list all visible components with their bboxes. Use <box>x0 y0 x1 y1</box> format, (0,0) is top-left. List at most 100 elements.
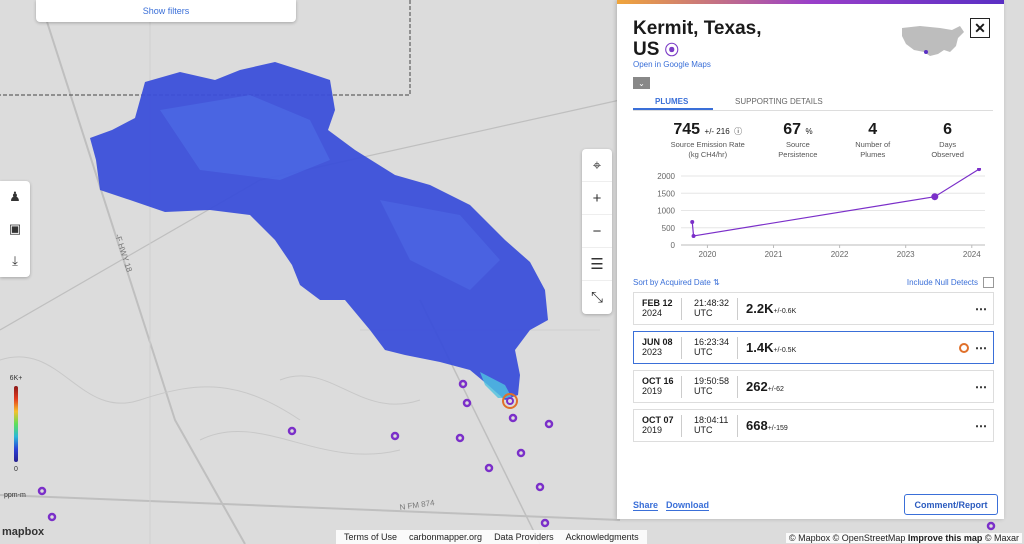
plume-value: 1.4K <box>746 340 774 355</box>
improve-map-link[interactable]: Improve this map <box>907 533 983 543</box>
chart-y-tick: 0 <box>671 241 676 250</box>
share-link[interactable]: Share <box>633 500 659 511</box>
legend-max: 6K+ <box>9 375 23 382</box>
locate-icon[interactable]: ⌖ <box>582 149 612 182</box>
source-marker[interactable] <box>535 482 545 492</box>
data-providers-link[interactable]: Data Providers <box>494 532 554 542</box>
left-toolbar: ♟ ▣ ⤓ <box>0 181 30 277</box>
plume-uncertainty: +/-0.5K <box>773 347 797 354</box>
stats-row: 745 +/- 216 ⓘ Source Emission Rate (kg C… <box>657 121 987 159</box>
plume-row[interactable]: OCT 16 2019 19:50:58 UTC 262+/-62 ⋯ <box>633 370 994 403</box>
mapbox-logo[interactable]: mapbox <box>2 526 44 538</box>
source-marker[interactable] <box>462 398 472 408</box>
plume-day: OCT 16 <box>642 375 674 386</box>
stat-label: Days <box>939 140 957 149</box>
google-maps-link[interactable]: Open in Google Maps <box>633 60 711 69</box>
more-options-icon[interactable]: ⋯ <box>975 340 987 355</box>
source-marker[interactable] <box>986 521 996 531</box>
source-marker[interactable] <box>544 419 554 429</box>
map-attribution: © Mapbox © OpenStreetMap Improve this ma… <box>786 533 1023 543</box>
mapbox-attr[interactable]: © Mapbox <box>789 533 831 543</box>
null-detects-checkbox[interactable] <box>983 277 994 288</box>
comment-report-button[interactable]: Comment/Report <box>904 494 998 515</box>
plume-tz: UTC <box>694 307 713 318</box>
stat-suffix: % <box>805 127 813 136</box>
source-marker[interactable] <box>516 448 526 458</box>
download-icon[interactable]: ⤓ <box>12 253 18 268</box>
info-icon[interactable]: ⓘ <box>734 127 743 136</box>
plume-uncertainty: +/-159 <box>767 425 788 432</box>
plume-year: 2019 <box>642 424 663 435</box>
stat-label: Number of <box>855 140 891 149</box>
panel-actions: Share Download <box>633 500 710 511</box>
stat-persistence: 67 % Source Persistence <box>758 121 837 159</box>
zoom-in-icon[interactable]: + <box>582 182 612 215</box>
more-options-icon[interactable]: ⋯ <box>975 418 987 433</box>
source-marker[interactable] <box>540 518 550 528</box>
sort-arrow-icon: ⇅ <box>713 278 720 287</box>
search-image-icon[interactable]: ▣ <box>8 221 22 236</box>
more-options-icon[interactable]: ⋯ <box>975 301 987 316</box>
person-icon[interactable]: ♟ <box>9 189 21 204</box>
chart-y-tick: 1500 <box>657 189 675 198</box>
plume-date: OCT 07 2019 <box>634 414 682 437</box>
acknowledgments-link[interactable]: Acknowledgments <box>565 532 639 542</box>
plume-row[interactable]: OCT 07 2019 18:04:11 UTC 668+/-159 ⋯ <box>633 409 994 442</box>
zoom-out-icon[interactable]: − <box>582 215 612 248</box>
map-controls: ⌖ + − ☰ ⤡ <box>582 149 612 314</box>
plume-tz: UTC <box>694 424 713 435</box>
source-marker[interactable] <box>455 433 465 443</box>
source-marker[interactable] <box>390 431 400 441</box>
carbonmapper-link[interactable]: carbonmapper.org <box>409 532 483 542</box>
stat-value: 745 <box>673 121 701 138</box>
collapse-chevron-icon[interactable]: ⌄ <box>633 77 650 89</box>
tab-plumes[interactable]: PLUMES <box>633 94 713 110</box>
source-marker[interactable] <box>37 486 47 496</box>
maxar-attr[interactable]: © Maxar <box>984 533 1020 543</box>
road-highway <box>39 0 246 544</box>
plume-emission: 1.4K+/-0.5K <box>738 340 796 355</box>
target-icon[interactable] <box>959 342 969 353</box>
source-marker[interactable] <box>47 512 57 522</box>
source-marker[interactable] <box>287 426 297 436</box>
stat-value: 6 <box>943 121 953 138</box>
download-link[interactable]: Download <box>666 500 710 511</box>
selected-source-marker[interactable] <box>502 393 518 409</box>
chart-point[interactable] <box>691 233 696 238</box>
osm-attr[interactable]: © OpenStreetMap <box>832 533 906 543</box>
chart-point[interactable] <box>690 219 695 224</box>
null-detects-toggle[interactable]: Include Null Detects <box>907 277 994 288</box>
plume-clock: 19:50:58 <box>694 375 730 386</box>
terms-link[interactable]: Terms of Use <box>344 532 398 542</box>
source-marker[interactable] <box>458 379 468 389</box>
more-options-icon[interactable]: ⋯ <box>975 379 987 394</box>
close-button[interactable]: ✕ <box>970 18 990 38</box>
source-marker[interactable] <box>484 463 494 473</box>
stat-label: Source Emission Rate <box>670 140 745 149</box>
sort-control[interactable]: Sort by Acquired Date ⇅ <box>633 278 720 287</box>
plume-row[interactable]: JUN 08 2023 16:23:34 UTC 1.4K+/-0.5K ⋯ <box>633 331 994 364</box>
chart-point[interactable] <box>931 193 939 201</box>
sort-field: Acquired Date <box>660 278 711 287</box>
legend-min: 0 <box>14 466 18 473</box>
measure-icon[interactable]: ⤡ <box>590 289 603 306</box>
chart-x-tick: 2024 <box>963 250 981 259</box>
chart-point[interactable] <box>977 168 982 172</box>
chart-y-tick: 2000 <box>657 172 675 181</box>
layers-icon[interactable]: ☰ <box>582 248 612 281</box>
sort-bar: Sort by Acquired Date ⇅ Include Null Det… <box>633 277 994 288</box>
plume-date: FEB 12 2024 <box>634 297 682 320</box>
legend-colorbar <box>14 386 18 462</box>
plume-clock: 16:23:34 <box>694 336 730 347</box>
plume-value: 262 <box>746 379 768 394</box>
plume-day: OCT 07 <box>642 414 674 425</box>
concentration-legend: 6K+ 0 ppm-m <box>4 375 27 499</box>
show-filters-button[interactable]: Show filters <box>36 0 296 22</box>
legend-unit: ppm-m <box>4 492 26 499</box>
source-marker[interactable] <box>508 413 518 423</box>
stat-suffix: +/- 216 <box>704 127 730 136</box>
plume-year: 2023 <box>642 346 663 357</box>
tab-supporting-details[interactable]: SUPPORTING DETAILS <box>735 97 823 106</box>
boundary-line <box>0 0 411 96</box>
plume-row[interactable]: FEB 12 2024 21:48:32 UTC 2.2K+/-0.6K ⋯ <box>633 292 994 325</box>
